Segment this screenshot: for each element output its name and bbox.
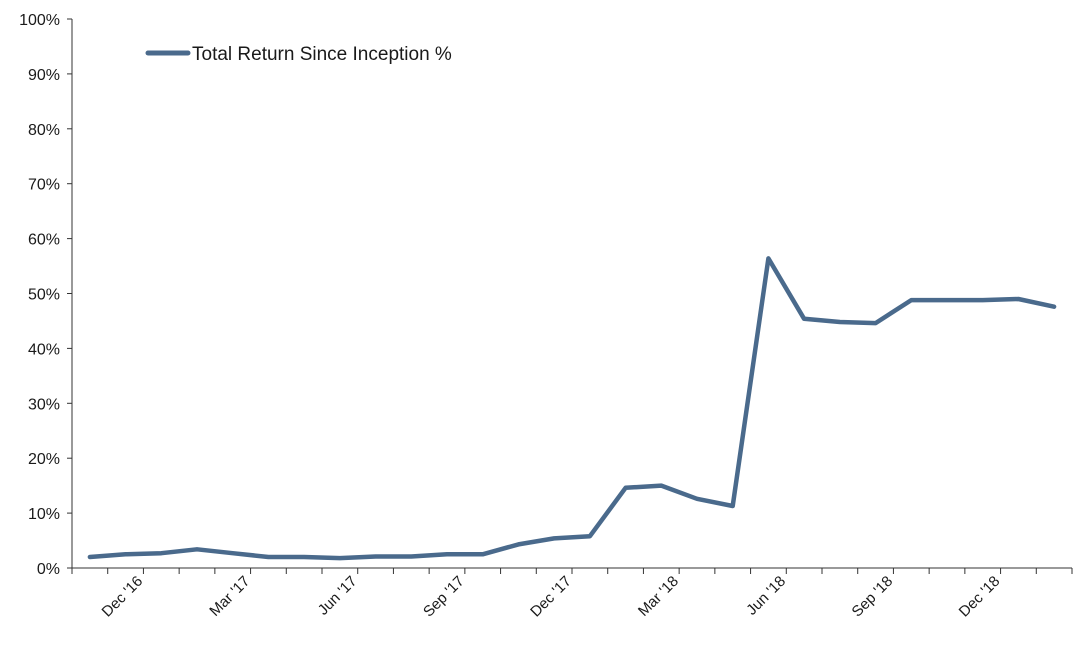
x-tick-label: Sep '18 — [849, 573, 897, 621]
x-tick-label: Dec '18 — [956, 573, 1004, 621]
y-tick-label: 100% — [19, 12, 60, 29]
x-tick-label: Jun '18 — [743, 573, 789, 619]
y-axis: 0% 10% 20% 30% 40% 50% 60% 70% 80% 90% 100% — [19, 12, 73, 578]
x-tick-label: Sep '17 — [420, 573, 468, 621]
y-tick-label: 60% — [28, 232, 60, 249]
series-line — [87, 256, 1057, 561]
y-tick-label: 70% — [28, 177, 60, 194]
y-tick-label: 20% — [28, 451, 60, 468]
y-tick-label: 90% — [28, 67, 60, 84]
y-tick-label: 30% — [28, 396, 60, 413]
x-tick-label: Dec '16 — [99, 573, 147, 621]
y-tick-label: 10% — [28, 506, 60, 523]
x-tick-label: Jun '17 — [315, 573, 361, 619]
legend-label: Total Return Since Inception % — [192, 44, 452, 65]
x-tick-label: Mar '17 — [206, 573, 253, 620]
y-tick-label: 40% — [28, 341, 60, 358]
legend: Total Return Since Inception % — [145, 44, 452, 65]
y-tick-label: 0% — [37, 561, 60, 578]
x-tick-label: Dec '17 — [527, 573, 575, 621]
x-axis: Dec '16 Mar '17 Jun '17 Sep '17 Dec '17 Mar '… — [71, 567, 1073, 621]
x-tick-label: Mar '18 — [635, 573, 682, 620]
series-layer — [87, 256, 1057, 561]
y-tick-label: 80% — [28, 122, 60, 139]
y-tick-label: 50% — [28, 287, 60, 304]
